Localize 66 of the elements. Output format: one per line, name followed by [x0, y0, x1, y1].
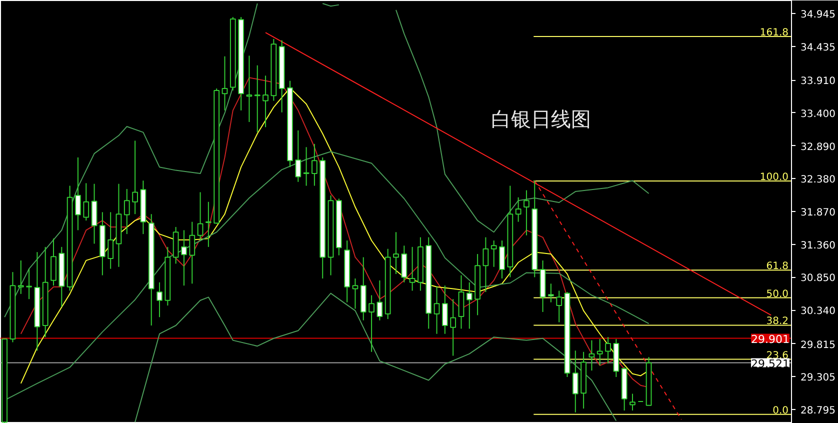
candlestick	[450, 298, 456, 356]
candlestick	[368, 294, 374, 352]
y-tick-label: 32.380	[800, 174, 836, 186]
candlestick	[482, 236, 489, 293]
annotation: 161.8	[760, 27, 789, 38]
candlestick	[352, 278, 358, 310]
candlestick	[548, 283, 554, 303]
annotation: 61.8	[766, 261, 788, 272]
y-tick-label: 31.870	[800, 208, 836, 219]
y-tick-label: 33.910	[800, 76, 836, 88]
candlestick	[108, 212, 114, 270]
annotation: 0.0	[772, 405, 789, 416]
candlestick	[156, 282, 162, 318]
candlestick	[197, 192, 204, 241]
candlestick	[524, 190, 530, 236]
candlestick	[466, 282, 472, 330]
ref-line-label: 29.901	[751, 332, 790, 346]
candlestick	[556, 290, 562, 323]
candlestick	[295, 130, 302, 182]
candlestick	[132, 140, 138, 215]
candlestick	[18, 260, 24, 294]
candlestick	[75, 156, 81, 231]
y-tick-label: 29.305	[800, 372, 836, 384]
line-series	[134, 292, 617, 423]
candlestick	[262, 75, 268, 128]
y-tick-label: 34.945	[800, 10, 836, 21]
y-tick-label: 29.815	[800, 340, 836, 351]
candlestick	[205, 201, 212, 248]
candlestick	[490, 240, 497, 268]
candlestick	[26, 268, 32, 300]
annotation: 38.2	[766, 316, 788, 328]
candlestick	[442, 285, 448, 334]
candlestick	[254, 64, 260, 133]
candlestick	[124, 188, 130, 235]
y-tick-label: 30.340	[800, 306, 836, 318]
candlestick	[376, 280, 383, 321]
candlestick	[189, 221, 196, 284]
candlestick	[572, 350, 578, 413]
candlestick	[401, 245, 408, 283]
annotation: 50.0	[766, 288, 788, 300]
candlestick	[434, 286, 440, 334]
candlestick	[181, 230, 187, 286]
y-tick-label: 34.435	[800, 42, 836, 54]
candlestick	[515, 196, 522, 222]
candlestick	[605, 336, 611, 364]
y-tick-label: 31.360	[800, 240, 836, 252]
y-tick-label: 33.400	[800, 108, 836, 120]
y-tick-label: 30.850	[800, 273, 836, 284]
ref-line-label: 29.521	[751, 357, 790, 370]
candlestick	[630, 393, 636, 411]
candlestick	[409, 246, 416, 292]
candlestick	[50, 238, 56, 286]
annotation: 白银日线图	[490, 106, 591, 131]
y-tick-label: 28.795	[800, 406, 836, 417]
candlestick	[83, 182, 90, 222]
candlestick	[222, 56, 228, 111]
candlestick	[303, 146, 310, 186]
line-series	[396, 9, 650, 233]
candlestick	[499, 240, 505, 279]
candlestick	[312, 143, 318, 186]
candlestick	[588, 340, 595, 372]
candlestick	[246, 55, 252, 123]
candlestick	[596, 338, 603, 366]
y-tick-label: 32.890	[800, 142, 836, 153]
candlestick	[393, 232, 399, 274]
annotation: 100.0	[760, 172, 789, 183]
